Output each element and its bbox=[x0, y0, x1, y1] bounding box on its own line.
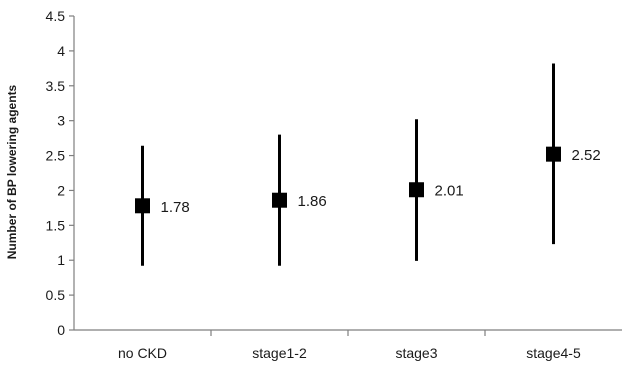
x-tick-label: no CKD bbox=[118, 345, 167, 361]
x-tick-label: stage3 bbox=[395, 345, 437, 361]
data-value-label: 1.78 bbox=[161, 199, 190, 216]
x-tick-label: stage4-5 bbox=[526, 345, 581, 361]
data-marks: 1.78 1.86 2.01 2.52 bbox=[135, 63, 601, 266]
data-value-label: 2.01 bbox=[435, 183, 464, 200]
y-axis-ticks: 0 0.5 1 1.5 2 2.5 3 3.5 4 4.5 bbox=[46, 8, 74, 338]
data-value-label: 1.86 bbox=[298, 193, 327, 210]
y-tick-label: 2 bbox=[57, 182, 65, 198]
data-point-marker bbox=[135, 198, 150, 214]
x-axis-ticks: no CKD stage1-2 stage3 stage4-5 bbox=[118, 330, 581, 361]
axes bbox=[73, 16, 622, 331]
data-point-marker bbox=[272, 192, 287, 208]
y-tick-label: 3 bbox=[57, 113, 65, 129]
y-tick-label: 4 bbox=[57, 43, 65, 59]
y-axis-label: Number of BP lowering agents bbox=[5, 84, 19, 259]
y-tick-label: 3.5 bbox=[46, 78, 66, 94]
data-point-marker bbox=[409, 182, 424, 198]
data-value-label: 2.52 bbox=[572, 147, 601, 164]
y-tick-label: 1.5 bbox=[46, 217, 66, 233]
y-tick-label: 0 bbox=[57, 322, 65, 338]
y-tick-label: 0.5 bbox=[46, 287, 66, 303]
y-tick-label: 1 bbox=[57, 252, 65, 268]
data-point-marker bbox=[546, 146, 561, 162]
x-tick-label: stage1-2 bbox=[252, 345, 307, 361]
y-tick-label: 2.5 bbox=[46, 148, 66, 164]
y-tick-label: 4.5 bbox=[46, 8, 66, 24]
